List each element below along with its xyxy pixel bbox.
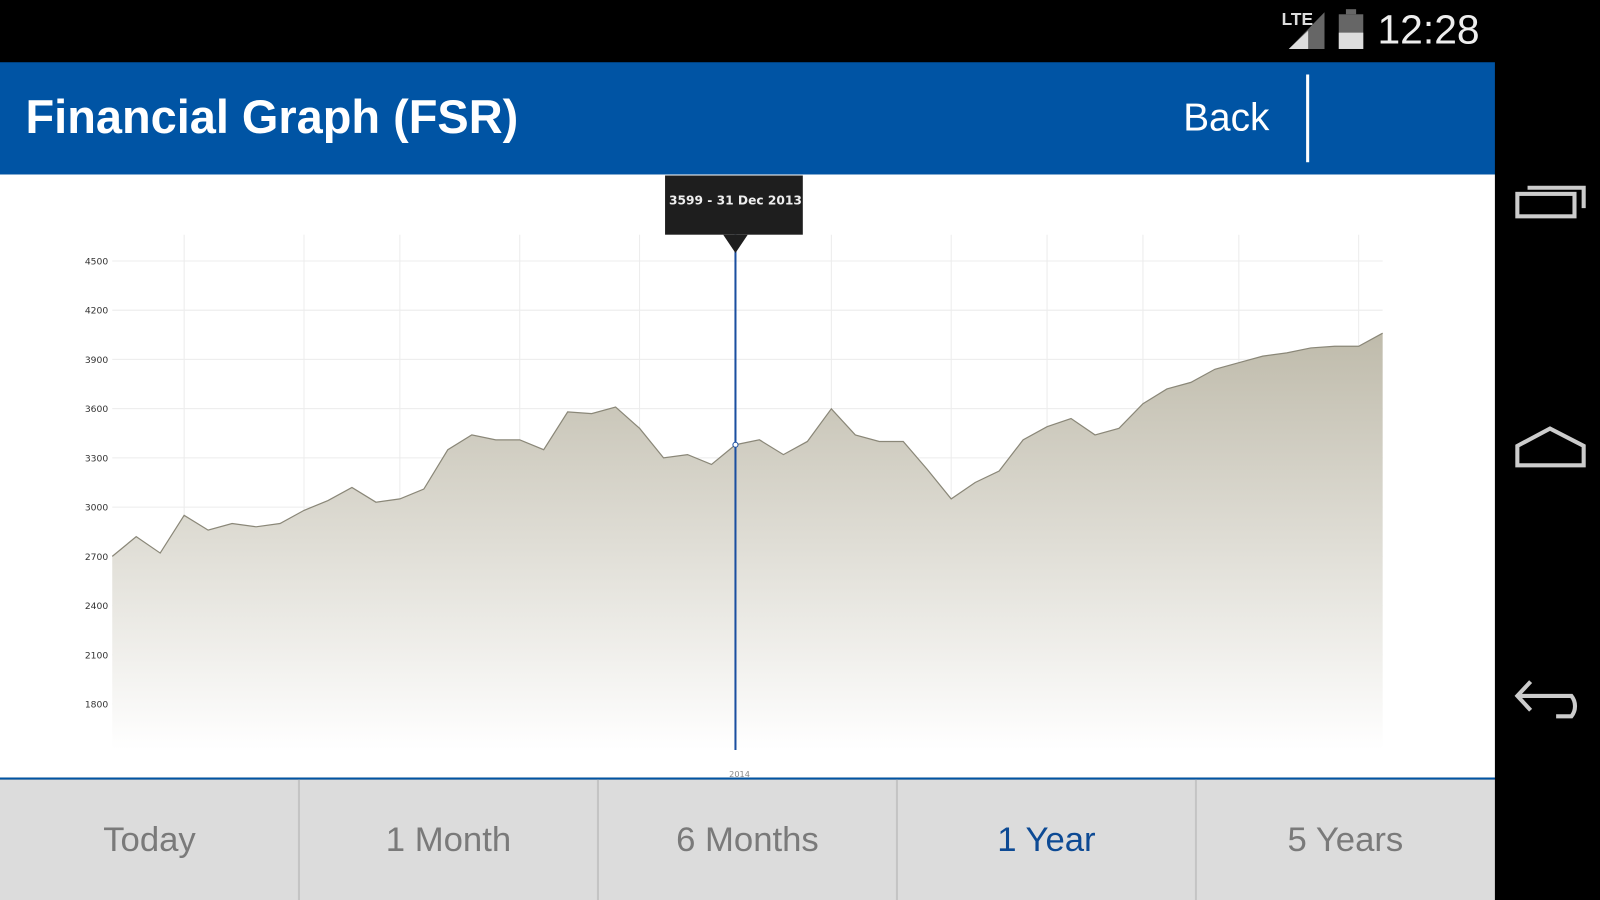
y-tick-label: 2700: [85, 552, 109, 563]
tab-divider: [1194, 779, 1197, 900]
tab-divider: [895, 779, 898, 900]
battery-tip: [1345, 9, 1357, 15]
status-icons: LTE 12:28: [1282, 6, 1480, 52]
tab[interactable]: [896, 779, 1196, 900]
app-title: Financial Graph (FSR): [26, 91, 519, 143]
battery-fill: [1338, 32, 1364, 49]
app-bar: [0, 62, 1495, 175]
tooltip-text: 3599 - 31 Dec 2013: [669, 194, 802, 208]
signal-fill: [1288, 30, 1309, 49]
crosshair-point: [732, 441, 739, 448]
back-button[interactable]: Back: [1183, 97, 1270, 140]
line: [111, 332, 1383, 557]
recents-icon-back: [1527, 185, 1586, 209]
year-label: 2014: [729, 769, 750, 779]
y-tick-label: 4200: [85, 306, 109, 317]
y-tick-label: 4500: [85, 256, 109, 267]
tab-divider: [596, 779, 599, 900]
home-icon[interactable]: [1515, 426, 1586, 468]
tab-line: [0, 777, 1495, 780]
tab[interactable]: [597, 779, 897, 900]
tab-bar: Today 1 Month 6 Months 1 Year 5 Years: [0, 779, 1495, 900]
chart: 1800 2100 2400 2700 3000 3300 3600 3900 4200 4500…: [85, 175, 1383, 779]
tab-label[interactable]: Today: [103, 821, 196, 859]
tab[interactable]: [0, 779, 299, 900]
y-tick-label: 2400: [85, 601, 109, 612]
tab-label[interactable]: 1 Year: [997, 821, 1095, 859]
y-tick-label: 3600: [85, 404, 109, 415]
y-tick-label: 3300: [85, 453, 109, 464]
area: [112, 333, 1383, 750]
clock: 12:28: [1377, 6, 1479, 52]
divider: [1306, 74, 1310, 163]
recents-icon[interactable]: [1515, 191, 1577, 219]
tab-divider: [297, 779, 300, 900]
tooltip: [665, 175, 803, 235]
tab[interactable]: [298, 779, 598, 900]
y-tick-label: 3900: [85, 355, 109, 366]
tab-label[interactable]: 1 Month: [386, 821, 511, 859]
y-tick-label: 1800: [85, 700, 109, 711]
y-tick-label: 2100: [85, 650, 109, 661]
tooltip-pointer: [723, 234, 748, 254]
nav-bar: [1514, 185, 1586, 719]
tab-label[interactable]: 5 Years: [1288, 821, 1404, 859]
y-tick-label: 3000: [85, 503, 109, 514]
back-icon[interactable]: [1514, 680, 1577, 719]
tab-label[interactable]: 6 Months: [676, 821, 819, 859]
tab[interactable]: [1195, 779, 1495, 900]
network-label: LTE: [1282, 9, 1313, 29]
